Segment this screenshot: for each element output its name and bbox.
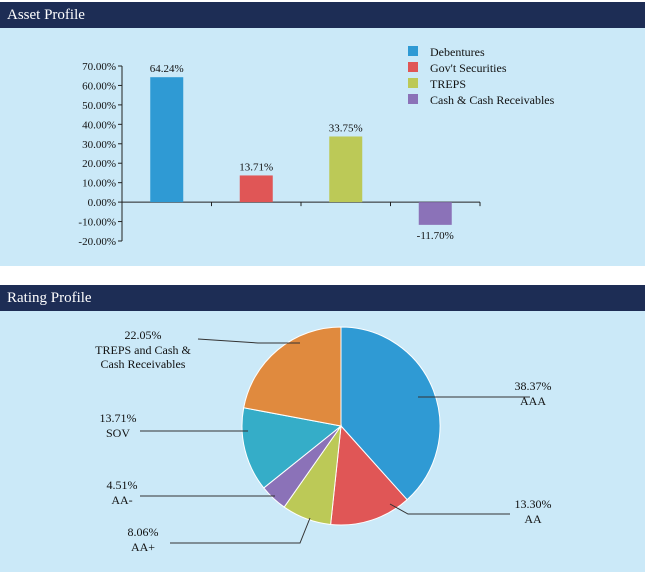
- bar: [150, 77, 184, 203]
- y-tick-label: 40.00%: [82, 119, 116, 131]
- leader-line: [389, 503, 510, 515]
- legend-swatch: [408, 46, 418, 56]
- legend-swatch: [408, 94, 418, 104]
- pie-slice: [243, 326, 342, 427]
- bar: [329, 136, 363, 203]
- y-tick-label: 60.00%: [82, 80, 116, 92]
- asset-profile-panel: 70.00% 60.00% 50.00% 40.00% 30.00% 20.00% 10.0…: [0, 28, 645, 266]
- y-tick-label: 20.00%: [82, 158, 116, 170]
- rating-profile-title: Rating Profile: [7, 290, 92, 306]
- rating-profile-header: Rating Profile: [0, 285, 645, 311]
- y-tick-label: -10.00%: [78, 217, 116, 229]
- bar: [239, 175, 273, 203]
- bar-value-label: -11.70%: [417, 230, 454, 242]
- slice-label: SOV: [106, 426, 130, 440]
- legend-label: TREPS: [430, 77, 466, 91]
- bar-value-label: 13.71%: [239, 161, 273, 173]
- asset-bar-chart: 70.00% 60.00% 50.00% 40.00% 30.00% 20.00% 10.0…: [78, 45, 555, 248]
- slice-label: Cash Receivables: [101, 357, 186, 371]
- pie-slice: [340, 326, 441, 501]
- slice-label: 13.71%: [100, 411, 137, 425]
- y-tick-label: 0.00%: [88, 197, 116, 209]
- asset-profile-header: Asset Profile: [0, 2, 645, 28]
- slice-label: 4.51%: [107, 478, 138, 492]
- leader-line: [197, 338, 300, 344]
- rating-pie-chart: 38.37%AAA 13.30%AA 8.06%AA+ 4.51%AA- 13.71%S…: [95, 326, 552, 554]
- legend-label: Gov't Securities: [430, 61, 507, 75]
- slice-label: 22.05%: [125, 328, 162, 342]
- pie-slice: [241, 407, 343, 489]
- slice-label: AA-: [111, 493, 132, 507]
- y-tick-label: 30.00%: [82, 139, 116, 151]
- pie-slice: [330, 424, 408, 526]
- asset-profile-title: Asset Profile: [7, 7, 85, 23]
- bar-value-label: 64.24%: [150, 63, 184, 75]
- slice-label: TREPS and Cash &: [95, 343, 191, 357]
- legend-label: Cash & Cash Receivables: [430, 93, 555, 107]
- slice-label: AA: [524, 512, 542, 526]
- slice-label: 13.30%: [515, 497, 552, 511]
- slice-label: AA+: [131, 540, 155, 554]
- legend-swatch: [408, 62, 418, 72]
- y-tick-label: 50.00%: [82, 100, 116, 112]
- y-tick-label: -20.00%: [78, 236, 116, 248]
- slice-label: AAA: [520, 394, 546, 408]
- legend-label: Debentures: [430, 45, 485, 59]
- y-tick-label: 10.00%: [82, 178, 116, 190]
- slice-label: 38.37%: [515, 379, 552, 393]
- bar: [418, 202, 452, 225]
- y-tick-label: 70.00%: [82, 61, 116, 73]
- legend-swatch: [408, 78, 418, 88]
- leader-line: [170, 517, 311, 544]
- slice-label: 8.06%: [128, 525, 159, 539]
- rating-profile-panel: 38.37% AAA 13.30% AA 8.06% AA+ 4.51% AA- 13.71% S…: [0, 311, 645, 572]
- bar-value-label: 33.75%: [329, 122, 363, 134]
